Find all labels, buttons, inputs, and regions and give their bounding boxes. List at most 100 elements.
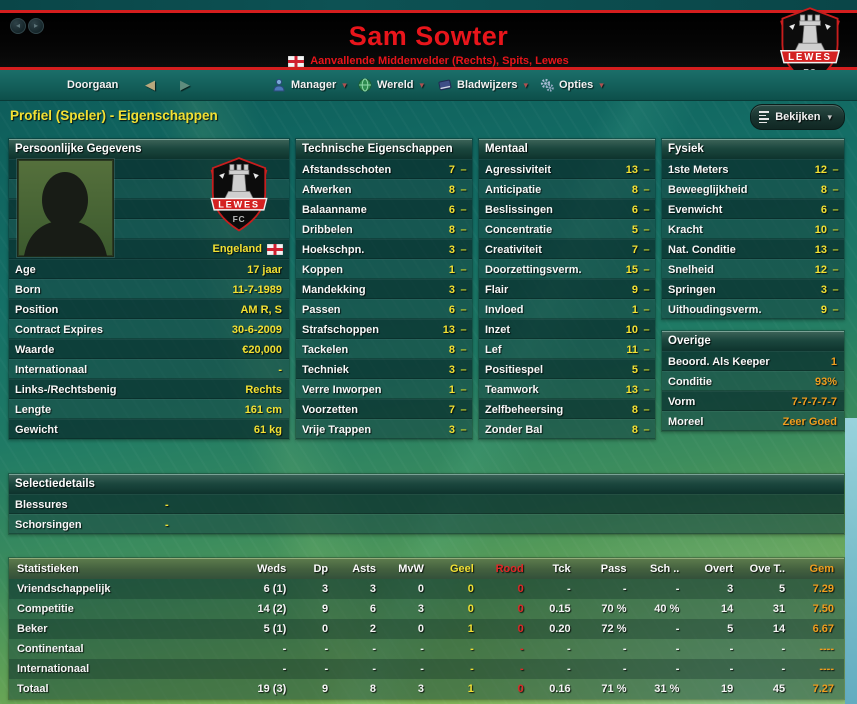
attribute-value: 9 — [631, 284, 638, 296]
mental-rows: Agressiviteit 13 – Anticipatie 8 – Besli… — [479, 159, 655, 439]
history-back-button[interactable]: ◂ — [10, 18, 26, 34]
attribute-trend-icon: – — [460, 384, 467, 396]
attribute-value: 6 — [631, 204, 638, 216]
player-role-line: Aanvallende Middenvelder (Rechts), Spits… — [0, 55, 857, 67]
stats-col-header[interactable]: Ove T.. — [749, 563, 786, 575]
menu-opties-label: Opties — [559, 79, 594, 91]
menu-manager-label: Manager — [291, 79, 337, 91]
attribute-label: Creativiteit — [485, 244, 542, 256]
globe-icon — [358, 78, 372, 92]
stat-cell-pass: - — [622, 583, 627, 595]
stat-cell-dp: 9 — [322, 603, 329, 615]
attribute-trend-icon: – — [460, 364, 467, 376]
stats-col-header[interactable]: Asts — [352, 563, 377, 575]
attribute-row: 1ste Meters 12 – — [662, 159, 844, 179]
attribute-value: 5 — [631, 224, 638, 236]
nav-forward-button[interactable]: ▶ — [180, 70, 190, 100]
menu-wereld-label: Wereld — [377, 79, 414, 91]
menu-bladwijzers[interactable]: Bladwijzers ▾ — [438, 70, 528, 100]
stats-col-header[interactable]: Sch .. — [650, 563, 680, 575]
attribute-row: Teamwork 13 – — [479, 379, 655, 399]
view-button[interactable]: Bekijken ▾ — [750, 104, 845, 130]
back-arrow-icon: ◀ — [145, 77, 155, 92]
attribute-label: Tackelen — [302, 344, 349, 356]
attribute-label: Koppen — [302, 264, 343, 276]
attribute-row: Mandekking 3 – — [296, 279, 472, 299]
attribute-row: Strafschoppen 13 – — [296, 319, 472, 339]
other-row-label: Vorm — [668, 396, 696, 408]
attribute-trend-icon: – — [643, 324, 650, 336]
attribute-value: 8 — [448, 184, 455, 196]
personal-row: Lengte 161 cm — [9, 399, 289, 419]
stat-competition-label: Beker — [17, 623, 48, 635]
attribute-value: 7 — [448, 404, 455, 416]
stats-col-header[interactable]: Rood — [495, 563, 524, 575]
attribute-trend-icon: – — [643, 384, 650, 396]
player-role-text: Aanvallende Middenvelder (Rechts), Spits… — [310, 55, 569, 67]
attribute-trend-icon: – — [460, 344, 467, 356]
attribute-label: Voorzetten — [302, 404, 359, 416]
personal-row: Contract Expires 30-6-2009 — [9, 319, 289, 339]
nav-back-button[interactable]: ◀ — [145, 70, 155, 100]
stats-col-header[interactable]: Dp — [313, 563, 329, 575]
stats-col-header[interactable]: Weds — [257, 563, 287, 575]
stat-cell-ovet: 14 — [772, 623, 786, 635]
forward-icon: ▸ — [33, 21, 38, 30]
attribute-value: 8 — [448, 224, 455, 236]
selection-panel-header: Selectiedetails — [9, 474, 844, 494]
personal-rows: Age 17 jaar Born 11-7-1989 Position AM R… — [9, 259, 289, 439]
stat-cell-ovet: 45 — [772, 683, 786, 695]
attribute-row: Creativiteit 7 – — [479, 239, 655, 259]
attribute-value: 1 — [448, 264, 455, 276]
stat-cell-weds: - — [282, 663, 287, 675]
personal-row: Born 11-7-1989 — [9, 279, 289, 299]
stat-cell-overt: - — [729, 643, 734, 655]
attribute-row: Beweeglijkheid 8 – — [662, 179, 844, 199]
other-row: Vorm 7-7-7-7-7 — [662, 391, 844, 411]
stats-col-header[interactable]: Gem — [809, 563, 834, 575]
stat-cell-pass: 72 % — [601, 623, 627, 635]
personal-row-value: €20,000 — [242, 344, 282, 356]
stats-col-header[interactable]: Geel — [449, 563, 474, 575]
stat-cell-sch: - — [675, 663, 680, 675]
stat-cell-tck: 0.20 — [549, 623, 571, 635]
attribute-trend-icon: – — [832, 224, 839, 236]
menu-manager[interactable]: Manager ▾ — [272, 70, 347, 100]
attribute-trend-icon: – — [460, 244, 467, 256]
attribute-label: Invloed — [485, 304, 524, 316]
personal-row: Position AM R, S — [9, 299, 289, 319]
selection-row-value: - — [165, 519, 169, 531]
selection-row: Blessures - — [9, 494, 844, 514]
player-header-band: ◂ ▸ Sam Sowter Aanvallende Middenvelder … — [0, 10, 857, 70]
menu-opties[interactable]: Opties ▾ — [540, 70, 604, 100]
stats-col-header[interactable]: MvW — [398, 563, 424, 575]
attribute-row: Tackelen 8 – — [296, 339, 472, 359]
attribute-trend-icon: – — [832, 284, 839, 296]
stat-cell-asts: - — [372, 663, 377, 675]
main-toolbar: Doorgaan ◀ ▶ Manager ▾ Wereld ▾ — [0, 70, 857, 101]
selection-row-label: Blessures — [15, 499, 68, 511]
menu-wereld[interactable]: Wereld ▾ — [358, 70, 424, 100]
personal-details-panel: Persoonlijke Gegevens Engeland Age 17 ja… — [8, 138, 290, 440]
attribute-row: Techniek 3 – — [296, 359, 472, 379]
stats-col-header[interactable]: Pass — [600, 563, 627, 575]
personal-row-value: AM R, S — [240, 304, 282, 316]
window-edge-strip — [845, 418, 857, 704]
attribute-row: Kracht 10 – — [662, 219, 844, 239]
stat-cell-overt: 3 — [727, 583, 734, 595]
stat-cell-ovet: 5 — [778, 583, 786, 595]
attribute-trend-icon: – — [460, 424, 467, 436]
stat-cell-geel: - — [470, 643, 474, 655]
attribute-trend-icon: – — [643, 204, 650, 216]
stat-cell-sch: - — [675, 583, 680, 595]
stats-col-header[interactable]: Tck — [552, 563, 571, 575]
attribute-value: 12 — [814, 264, 827, 276]
continue-button[interactable]: Doorgaan — [67, 70, 118, 100]
attribute-label: Inzet — [485, 324, 511, 336]
history-forward-button[interactable]: ▸ — [28, 18, 44, 34]
personal-row: Waarde €20,000 — [9, 339, 289, 359]
stats-col-header[interactable]: Overt — [704, 563, 734, 575]
attribute-trend-icon: – — [643, 184, 650, 196]
selection-row: Schorsingen - — [9, 514, 844, 534]
